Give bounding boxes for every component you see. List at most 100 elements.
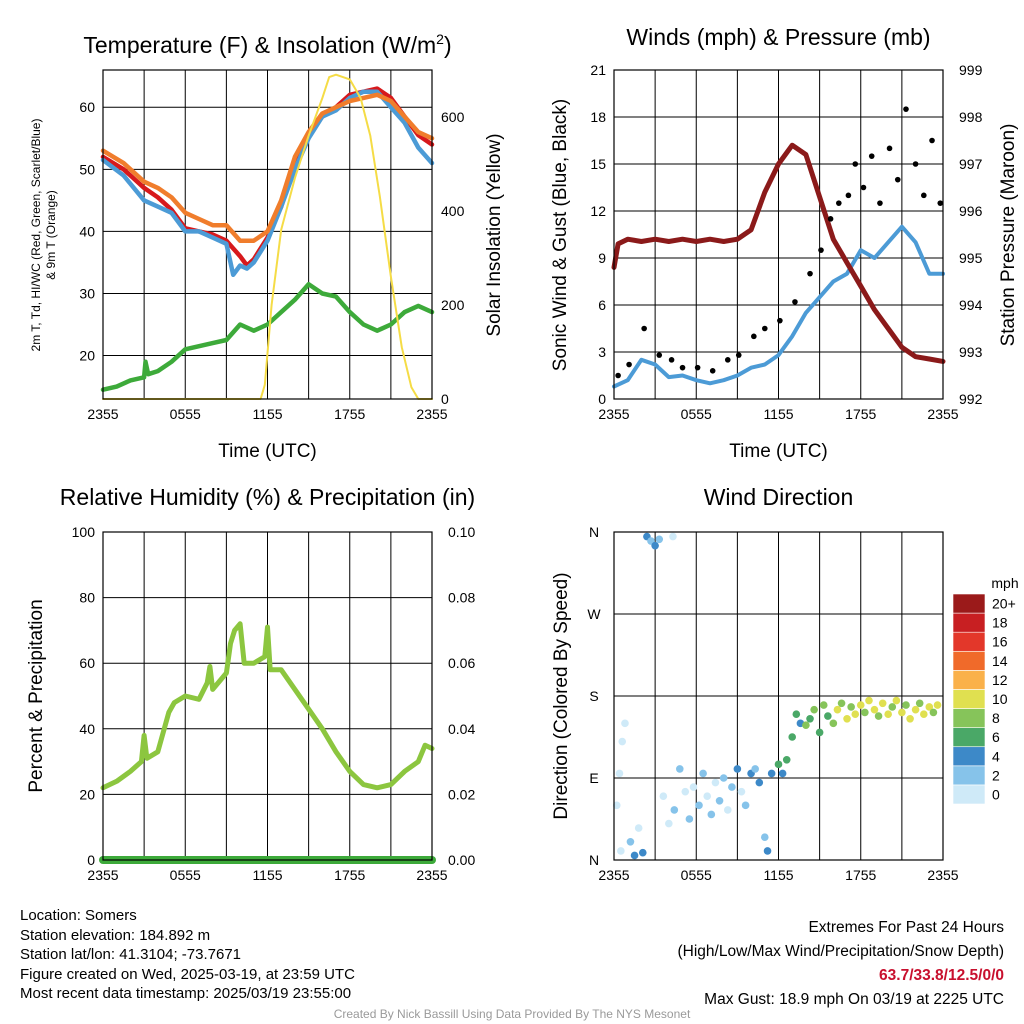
y2-axis-label: Station Pressure (Maroon) <box>998 124 1019 347</box>
x-axis-label: Time (UTC) <box>729 441 828 462</box>
direction-point <box>925 703 934 711</box>
x-tick-label: 0555 <box>681 406 712 422</box>
colorbar-swatch <box>952 746 986 767</box>
direction-point <box>715 796 724 805</box>
colorbar-swatch <box>952 670 986 690</box>
direction-point <box>884 710 892 719</box>
direction-point <box>703 792 712 801</box>
x-tick-label: 2355 <box>927 867 958 883</box>
x-tick-label: 2355 <box>87 406 118 422</box>
direction-point <box>915 699 924 708</box>
y-tick-label: 20 <box>79 786 95 802</box>
colorbar-label: 6 <box>992 729 1000 745</box>
direction-point <box>847 703 855 711</box>
gust-point <box>761 325 768 332</box>
direction-point <box>751 765 759 773</box>
plot-frame <box>613 69 944 400</box>
x-tick-label: 2355 <box>598 867 629 883</box>
y-tick-label: 50 <box>79 161 95 177</box>
direction-point <box>655 535 664 544</box>
direction-point <box>892 696 901 705</box>
direction-point <box>898 708 906 717</box>
gust-point <box>735 352 742 358</box>
y2-tick-label: 200 <box>441 297 465 313</box>
y-tick-label: N <box>589 524 599 540</box>
x-tick-label: 2355 <box>416 406 447 422</box>
direction-point <box>695 801 703 810</box>
direction-point <box>669 532 677 541</box>
y-tick-label: 15 <box>590 156 606 172</box>
direction-point <box>659 792 668 801</box>
gust-point <box>626 361 632 368</box>
x-tick-label: 1755 <box>334 867 365 883</box>
direction-point <box>763 847 772 855</box>
colorbar-label: 16 <box>992 634 1008 650</box>
direction-point <box>719 774 728 782</box>
gust-point <box>751 333 757 340</box>
direction-point <box>792 710 801 719</box>
series-line <box>611 142 946 364</box>
gust-point <box>836 200 842 206</box>
direction-point <box>626 837 635 846</box>
direction-point <box>774 760 783 769</box>
y2-tick-label: 997 <box>959 156 983 172</box>
gust-point <box>827 216 834 222</box>
station-info: Location: Somers Station elevation: 184.… <box>20 906 355 1004</box>
colorbar-label: 4 <box>992 748 1000 764</box>
y2-tick-label: 996 <box>959 203 983 219</box>
direction-point <box>676 765 684 773</box>
y2-tick-label: 992 <box>959 391 983 407</box>
y2-axis-label: Solar Insolation (Yellow) <box>484 133 505 336</box>
direction-point <box>902 701 910 709</box>
direction-point <box>615 769 624 778</box>
y-tick-label: 0 <box>87 852 95 868</box>
x-tick-label: 1155 <box>763 867 793 883</box>
y2-tick-label: 0 <box>441 391 449 407</box>
gust-point <box>894 176 901 183</box>
direction-point <box>723 806 732 814</box>
direction-point <box>782 755 791 764</box>
chart-title: Winds (mph) & Pressure (mb) <box>626 24 930 50</box>
extremes-title: Extremes For Past 24 Hours <box>808 919 1004 936</box>
gust-point <box>656 352 663 358</box>
direction-point <box>810 705 818 714</box>
y-tick-label: 0 <box>598 391 606 407</box>
colorbar-swatch <box>952 727 986 748</box>
direction-point <box>856 701 865 709</box>
direction-point <box>806 714 814 723</box>
y-tick-label: 12 <box>590 203 606 219</box>
y-axis-label-line1: 2m T, Td, HI/WC (Red, Green, Scarlet/Blu… <box>29 119 43 352</box>
series-line <box>100 92 435 243</box>
x-tick-label: 0555 <box>170 867 201 883</box>
gust-point <box>807 270 813 277</box>
y-tick-label: 21 <box>590 62 606 78</box>
y-axis-label: Percent & Precipitation <box>26 599 47 792</box>
direction-point <box>630 851 639 860</box>
direction-point <box>788 733 797 741</box>
colorbar-label: 20+ <box>992 596 1016 612</box>
chart-title: Temperature (F) & Insolation (W/m2) <box>83 31 451 58</box>
direction-point <box>651 541 659 550</box>
y2-tick-label: 400 <box>441 203 465 219</box>
extremes-panel: Extremes For Past 24 Hours (High/Low/Max… <box>678 916 1005 1012</box>
gust-point <box>852 161 859 167</box>
gust-point <box>615 372 621 379</box>
y-axis-label-line2: & 9m T (Orange) <box>44 190 58 280</box>
recent-data-text: Most recent data timestamp: 2025/03/19 2… <box>20 985 352 1002</box>
direction-point <box>815 728 824 737</box>
gust-point <box>903 106 909 112</box>
y-axis-label: Sonic Wind & Gust (Blue, Black) <box>550 99 571 371</box>
gust-point <box>860 184 867 191</box>
y2-tick-label: 0.06 <box>448 655 475 671</box>
x-axis-label: Time (UTC) <box>218 441 317 462</box>
y-tick-label: 30 <box>79 285 95 301</box>
gust-point <box>921 192 927 199</box>
y2-tick-label: 0.00 <box>448 852 475 868</box>
direction-point <box>728 783 736 791</box>
gust-point <box>679 364 686 371</box>
direction-point <box>824 712 832 720</box>
direction-point <box>920 710 928 719</box>
y-tick-label: W <box>587 606 601 622</box>
direction-point <box>670 806 679 814</box>
